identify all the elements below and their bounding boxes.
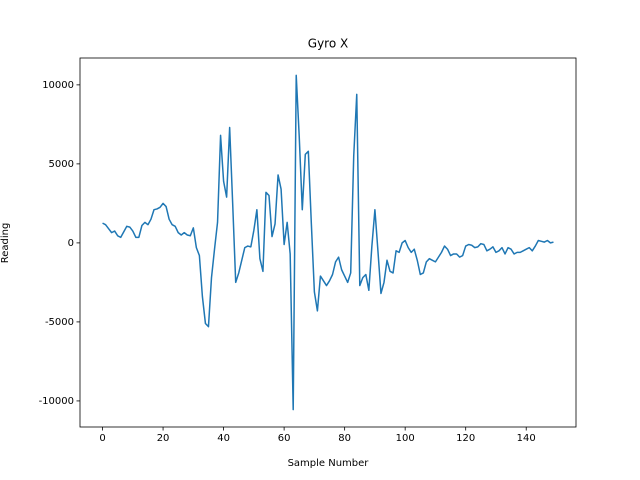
y-tick-label: -5000 — [45, 317, 74, 328]
plot-frame — [79, 57, 577, 428]
y-axis-label: Reading — [0, 223, 11, 264]
data-line — [102, 74, 554, 411]
x-tick-label: 120 — [456, 433, 475, 444]
chart-title: Gyro X — [308, 37, 348, 51]
x-tick-label: 100 — [396, 433, 415, 444]
y-tick-label: -10000 — [39, 396, 74, 407]
x-tick-label: 60 — [278, 433, 291, 444]
x-tick-label: 80 — [338, 433, 351, 444]
x-tick-label: 20 — [157, 433, 170, 444]
x-tick-label: 140 — [517, 433, 536, 444]
y-tick-label: 5000 — [49, 159, 74, 170]
y-tick-label: 10000 — [42, 80, 74, 91]
x-tick-label: 40 — [217, 433, 230, 444]
x-axis-label: Sample Number — [288, 458, 370, 469]
y-tick-label: 0 — [68, 238, 74, 249]
x-tick-label: 0 — [99, 433, 105, 444]
